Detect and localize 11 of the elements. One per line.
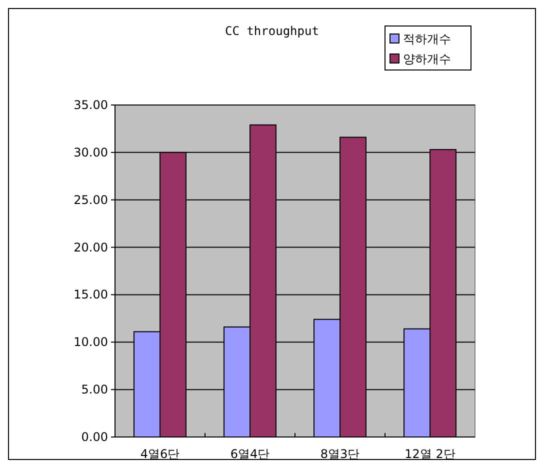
legend-label: 양하개수 — [403, 52, 451, 66]
y-tick-label: 5.00 — [81, 382, 108, 397]
y-tick-label: 25.00 — [74, 192, 108, 207]
y-tick-label: 20.00 — [74, 240, 108, 254]
y-tick-label: 30.00 — [74, 145, 108, 160]
legend-label: 적하개수 — [403, 32, 451, 46]
y-tick-label: 0.00 — [81, 430, 108, 444]
y-tick-label: 10.00 — [74, 335, 108, 350]
y-tick-label: 35.00 — [74, 98, 108, 112]
y-tick-label: 15.00 — [74, 288, 108, 302]
chart-title: CC throughput — [225, 24, 319, 38]
